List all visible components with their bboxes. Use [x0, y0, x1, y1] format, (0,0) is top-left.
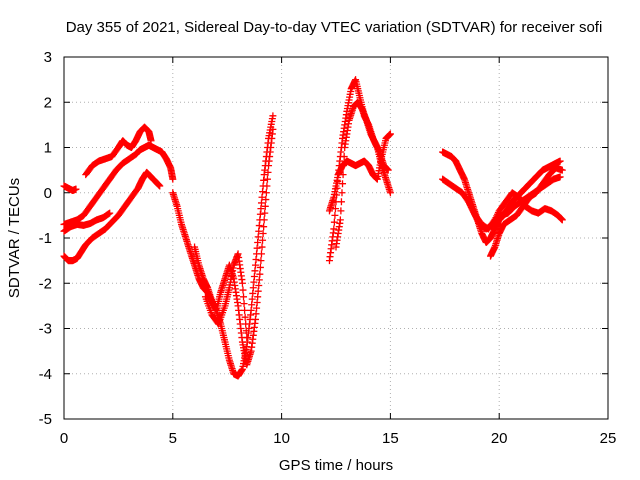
data-point	[262, 189, 270, 197]
data-point	[241, 313, 249, 321]
data-point	[384, 166, 392, 174]
data-point	[263, 182, 271, 190]
grid-layer	[64, 57, 608, 419]
data-point	[147, 137, 155, 145]
y-axis-label: SDTVAR / TECUs	[6, 178, 23, 298]
y-tick-label: 3	[44, 49, 52, 66]
data-point	[260, 216, 268, 224]
y-tick-label: -5	[39, 411, 52, 428]
data-markers	[60, 76, 566, 380]
data-point	[243, 334, 251, 342]
data-point	[386, 130, 394, 138]
y-tick-label: 2	[44, 94, 52, 111]
data-point	[260, 223, 268, 231]
data-series	[201, 250, 251, 342]
data-point	[238, 279, 246, 287]
data-point	[558, 166, 566, 174]
y-tick-label: -3	[39, 321, 52, 338]
axis-ticks: 0 5 10 15 20 25 -5 -4 -3 -2 -1 0 1 2 3	[39, 49, 617, 447]
data-point	[331, 211, 339, 219]
data-point	[106, 209, 114, 217]
x-axis-label: GPS time / hours	[279, 457, 393, 474]
data-point	[240, 300, 248, 308]
data-point	[242, 320, 250, 328]
chart-title: Day 355 of 2021, Sidereal Day-to-day VTE…	[66, 19, 603, 36]
data-point	[241, 306, 249, 314]
data-series	[463, 189, 566, 233]
data-point	[340, 162, 348, 170]
data-point	[256, 263, 264, 271]
data-series	[332, 98, 392, 251]
y-tick-label: 1	[44, 140, 52, 157]
data-point	[338, 189, 346, 197]
data-point	[169, 175, 177, 183]
data-point	[339, 171, 347, 179]
data-point	[558, 216, 566, 224]
data-point	[336, 216, 344, 224]
data-point	[240, 293, 248, 301]
data-series	[486, 164, 566, 260]
data-point	[269, 112, 277, 120]
x-tick-label: 10	[273, 430, 290, 447]
data-point	[239, 286, 247, 294]
data-point	[156, 182, 164, 190]
x-tick-label: 25	[600, 430, 617, 447]
data-series	[60, 209, 114, 235]
x-tick-label: 5	[169, 430, 177, 447]
data-point	[556, 157, 564, 165]
data-point	[257, 257, 265, 265]
data-point	[262, 196, 270, 204]
data-series	[60, 182, 80, 194]
x-tick-label: 0	[60, 430, 68, 447]
data-point	[337, 198, 345, 206]
data-point	[264, 168, 272, 176]
y-tick-label: -4	[39, 366, 52, 383]
x-tick-label: 20	[491, 430, 508, 447]
data-point	[258, 243, 266, 251]
data-point	[261, 209, 269, 217]
data-point	[340, 153, 348, 161]
data-series	[82, 123, 155, 179]
y-tick-label: -1	[39, 230, 52, 247]
data-series	[169, 112, 277, 380]
data-point	[330, 218, 338, 226]
data-series	[60, 168, 164, 265]
data-point	[256, 270, 264, 278]
data-series	[60, 141, 177, 228]
y-tick-label: -2	[39, 275, 52, 292]
y-tick-label: 0	[44, 185, 52, 202]
data-point	[556, 173, 564, 181]
data-point	[386, 189, 394, 197]
data-point	[259, 236, 267, 244]
data-point	[259, 229, 267, 237]
data-point	[339, 180, 347, 188]
data-point	[257, 250, 265, 258]
data-series	[191, 125, 277, 369]
data-point	[263, 175, 271, 183]
x-tick-label: 15	[382, 430, 399, 447]
data-point	[242, 327, 250, 335]
data-point	[330, 225, 338, 233]
data-point	[269, 125, 277, 133]
data-point	[261, 202, 269, 210]
data-point	[337, 207, 345, 215]
data-point	[72, 185, 80, 193]
